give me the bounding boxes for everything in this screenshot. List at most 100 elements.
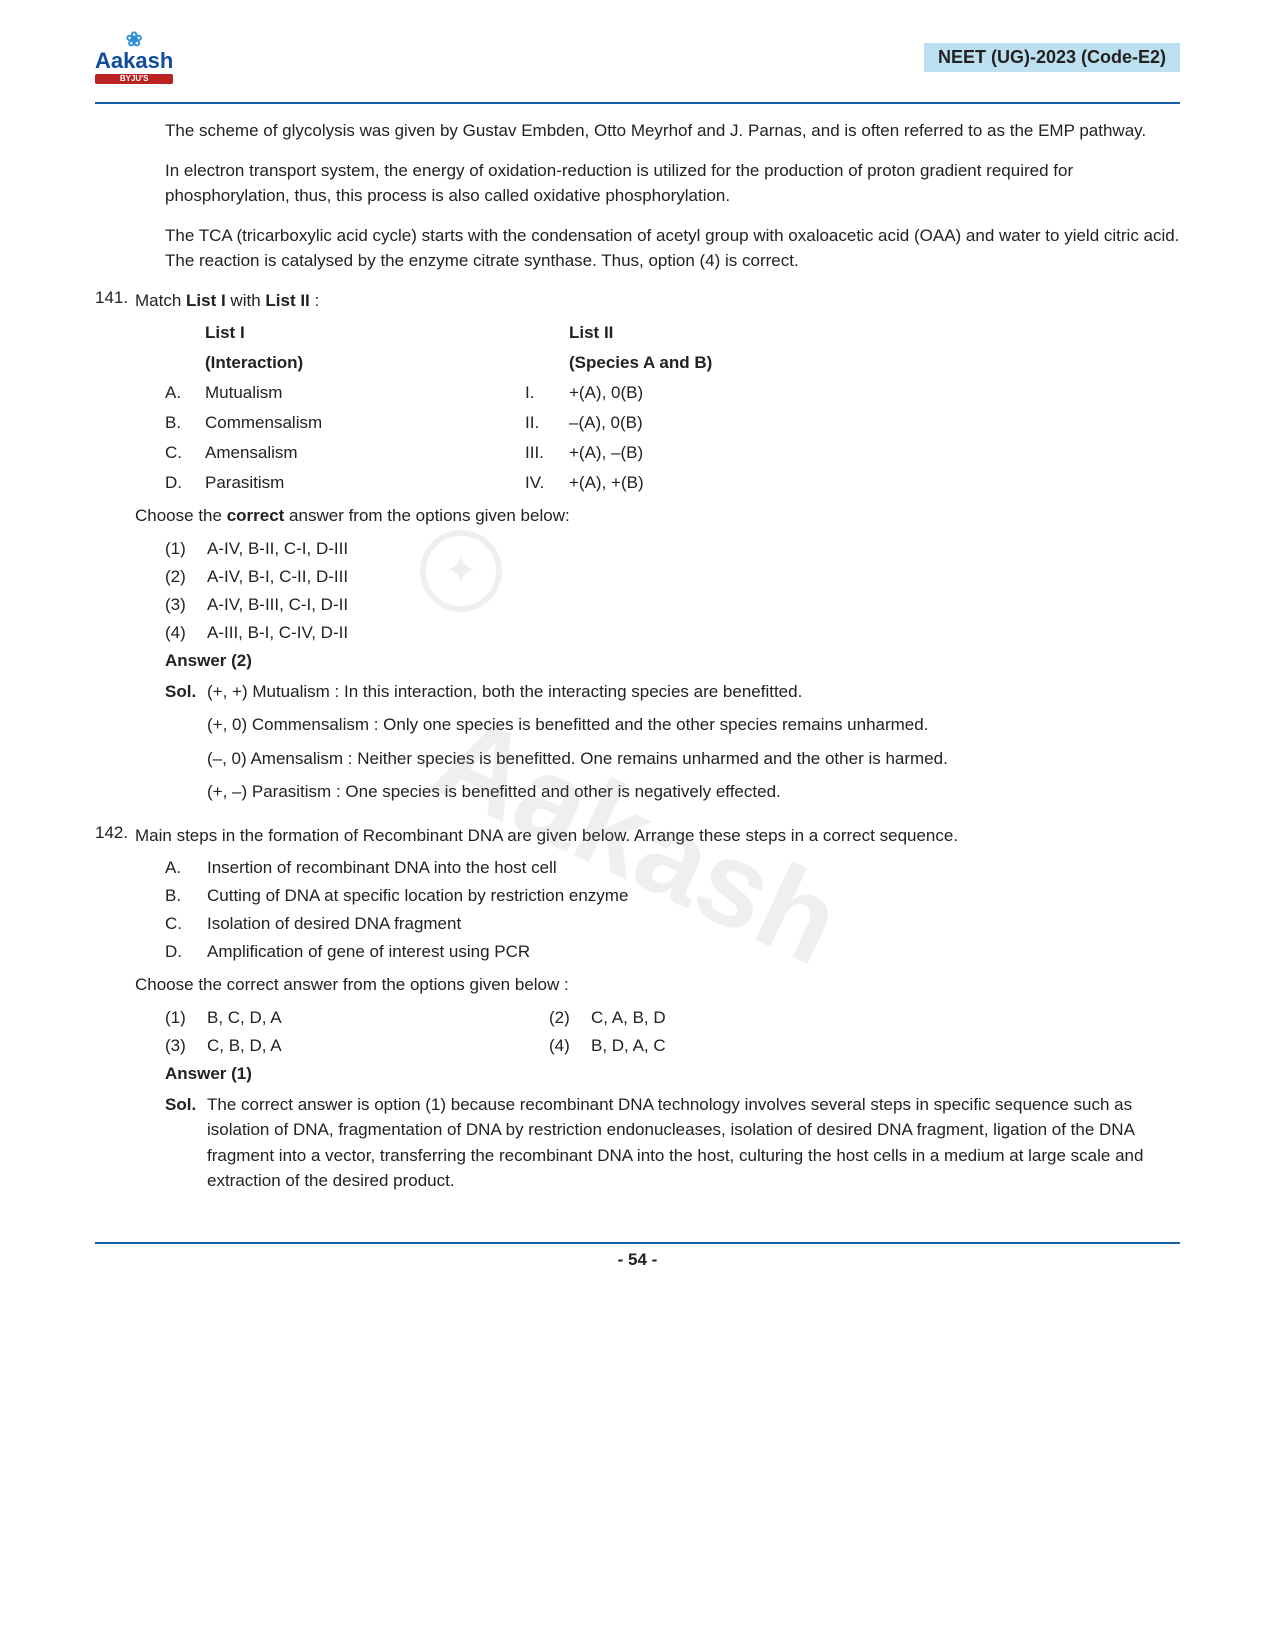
q142-opt1-num: (1): [165, 1008, 207, 1028]
q142-opt1-text: B, C, D, A: [207, 1008, 282, 1028]
q142-stem: Main steps in the formation of Recombina…: [135, 823, 1180, 849]
list1-title: List I: [205, 323, 525, 343]
q142-item-b: B.Cutting of DNA at specific location by…: [135, 886, 1180, 906]
opt3-num: (3): [165, 595, 207, 615]
q141-sol-1: Sol. (+, +) Mutualism : In this interact…: [135, 679, 1180, 705]
row-a-right: +(A), 0(B): [569, 383, 1180, 403]
q141-choose: Choose the correct answer from the optio…: [135, 503, 1180, 529]
q142-opt-row-2: (3)C, B, D, A (4)B, D, A, C: [135, 1036, 1180, 1056]
q142-opt-row-1: (1)B, C, D, A (2)C, A, B, D: [135, 1008, 1180, 1028]
q142-item-a: A.Insertion of recombinant DNA into the …: [135, 858, 1180, 878]
row-a-letter: A.: [165, 383, 205, 403]
row-b-right: –(A), 0(B): [569, 413, 1180, 433]
row-c-letter: C.: [165, 443, 205, 463]
logo: ❀ Aakash BYJU'S: [95, 30, 173, 84]
opt2-text: A-IV, B-I, C-II, D-III: [207, 567, 348, 587]
q141-stem-post: :: [310, 291, 319, 310]
q142-opt2-text: C, A, B, D: [591, 1008, 666, 1028]
q141-body: Match List I with List II : List I List …: [135, 288, 1180, 813]
item-a-text: Insertion of recombinant DNA into the ho…: [207, 858, 557, 878]
item-d-label: D.: [165, 942, 207, 962]
q142-sol: Sol. The correct answer is option (1) be…: [135, 1092, 1180, 1194]
list1-sub: (Interaction): [205, 353, 525, 373]
item-b-text: Cutting of DNA at specific location by r…: [207, 886, 628, 906]
q141-stem-b1: List I: [186, 291, 226, 310]
q142-opt4-num: (4): [549, 1036, 591, 1056]
logo-icon: ❀: [95, 30, 173, 50]
q142-number: 142.: [95, 823, 135, 1202]
page-number: - 54 -: [618, 1250, 658, 1269]
logo-main: Aakash: [95, 48, 173, 73]
opt4-num: (4): [165, 623, 207, 643]
row-a-left: Mutualism: [205, 383, 525, 403]
row-c-roman: III.: [525, 443, 569, 463]
item-c-label: C.: [165, 914, 207, 934]
item-c-text: Isolation of desired DNA fragment: [207, 914, 461, 934]
page: Aakash ❀ Aakash BYJU'S NEET (UG)-2023 (C…: [0, 0, 1275, 1651]
top-rule: [95, 102, 1180, 104]
q141-sol-2: (+, 0) Commensalism : Only one species i…: [135, 712, 1180, 738]
q141: 141. Match List I with List II : List I …: [95, 288, 1180, 813]
row-a-roman: I.: [525, 383, 569, 403]
q142-item-d: D.Amplification of gene of interest usin…: [135, 942, 1180, 962]
intro-para-3: The TCA (tricarboxylic acid cycle) start…: [165, 223, 1180, 274]
q141-stem-b2: List II: [265, 291, 309, 310]
q142-sol-text: The correct answer is option (1) because…: [207, 1092, 1180, 1194]
q141-row-c: C. Amensalism III. +(A), –(B): [135, 443, 1180, 463]
q141-stem-mid: with: [226, 291, 266, 310]
q142-sol-label: Sol.: [165, 1092, 207, 1194]
list2-title: List II: [569, 323, 1180, 343]
q142-body: Main steps in the formation of Recombina…: [135, 823, 1180, 1202]
logo-sub: BYJU'S: [95, 74, 173, 84]
header: ❀ Aakash BYJU'S NEET (UG)-2023 (Code-E2): [95, 30, 1180, 84]
q141-choose-post: answer from the options given below:: [284, 506, 569, 525]
q141-row-a: A. Mutualism I. +(A), 0(B): [135, 383, 1180, 403]
q141-row-b: B. Commensalism II. –(A), 0(B): [135, 413, 1180, 433]
row-b-left: Commensalism: [205, 413, 525, 433]
intro-para-2: In electron transport system, the energy…: [165, 158, 1180, 209]
row-b-roman: II.: [525, 413, 569, 433]
q142-opt4-text: B, D, A, C: [591, 1036, 666, 1056]
q142-answer: Answer (1): [135, 1064, 1180, 1084]
sol-label: Sol.: [165, 679, 207, 705]
row-b-letter: B.: [165, 413, 205, 433]
q142-opt3-num: (3): [165, 1036, 207, 1056]
intro-para-1: The scheme of glycolysis was given by Gu…: [165, 118, 1180, 144]
q141-sol-4: (+, –) Parasitism : One species is benef…: [135, 779, 1180, 805]
opt4-text: A-III, B-I, C-IV, D-II: [207, 623, 348, 643]
content: The scheme of glycolysis was given by Gu…: [95, 118, 1180, 1202]
item-a-label: A.: [165, 858, 207, 878]
q141-opt-3: (3)A-IV, B-III, C-I, D-II: [135, 595, 1180, 615]
q141-stem: Match List I with List II :: [135, 288, 1180, 314]
opt1-text: A-IV, B-II, C-I, D-III: [207, 539, 348, 559]
q142-opt3-text: C, B, D, A: [207, 1036, 282, 1056]
q142-opt2-num: (2): [549, 1008, 591, 1028]
exam-code: NEET (UG)-2023 (Code-E2): [924, 43, 1180, 72]
q142-choose: Choose the correct answer from the optio…: [135, 972, 1180, 998]
row-c-right: +(A), –(B): [569, 443, 1180, 463]
row-d-letter: D.: [165, 473, 205, 493]
sol1-text: (+, +) Mutualism : In this interaction, …: [207, 679, 1180, 705]
q141-opt-4: (4)A-III, B-I, C-IV, D-II: [135, 623, 1180, 643]
q142-item-c: C.Isolation of desired DNA fragment: [135, 914, 1180, 934]
item-b-label: B.: [165, 886, 207, 906]
row-d-right: +(A), +(B): [569, 473, 1180, 493]
q141-choose-pre: Choose the: [135, 506, 227, 525]
q141-row-d: D. Parasitism IV. +(A), +(B): [135, 473, 1180, 493]
q142: 142. Main steps in the formation of Reco…: [95, 823, 1180, 1202]
q141-stem-pre: Match: [135, 291, 186, 310]
row-d-roman: IV.: [525, 473, 569, 493]
q141-list-header-2: (Interaction) (Species A and B): [135, 353, 1180, 373]
q141-answer: Answer (2): [135, 651, 1180, 671]
q141-list-header-1: List I List II: [135, 323, 1180, 343]
q141-opt-2: (2)A-IV, B-I, C-II, D-III: [135, 567, 1180, 587]
list2-sub: (Species A and B): [569, 353, 1180, 373]
item-d-text: Amplification of gene of interest using …: [207, 942, 530, 962]
q141-sol-3: (–, 0) Amensalism : Neither species is b…: [135, 746, 1180, 772]
q141-number: 141.: [95, 288, 135, 813]
row-c-left: Amensalism: [205, 443, 525, 463]
opt3-text: A-IV, B-III, C-I, D-II: [207, 595, 348, 615]
footer: - 54 -: [95, 1242, 1180, 1270]
q141-choose-b: correct: [227, 506, 285, 525]
opt2-num: (2): [165, 567, 207, 587]
